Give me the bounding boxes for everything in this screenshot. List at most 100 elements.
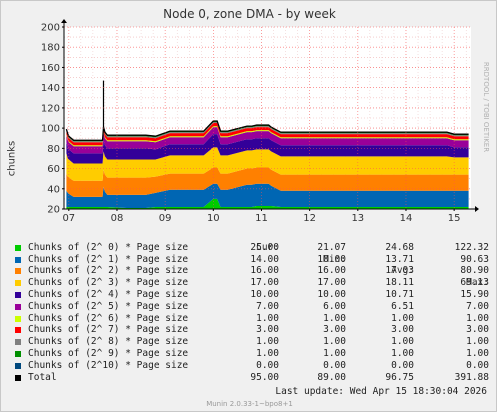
legend-max: 1.00 — [466, 312, 489, 324]
legend-min: 0.00 — [323, 359, 346, 371]
legend-header-avg: Avg: — [391, 265, 414, 277]
legend-avg: 18.11 — [385, 277, 414, 289]
area-chunks-of-2-4-page-size — [66, 134, 469, 164]
legend-cur: 1.00 — [256, 336, 279, 348]
legend-max: 80.90 — [460, 265, 489, 277]
x-tick-label: 07 — [62, 213, 75, 224]
legend-label: Chunks of (2^10) * Page size — [28, 359, 189, 371]
legend-min: 21.07 — [317, 241, 346, 253]
legend-avg: 6.51 — [391, 300, 414, 312]
legend-min: 1.00 — [323, 336, 346, 348]
legend-label: Total — [28, 371, 57, 383]
legend-max: 7.00 — [466, 300, 489, 312]
area-chunks-of-2-0-page-size — [66, 198, 469, 209]
munin-footer: Munin 2.0.33-1~bpo8+1 — [206, 400, 293, 408]
legend-cur: 0.00 — [256, 359, 279, 371]
legend-max: 3.00 — [466, 324, 489, 336]
x-tick-label: 11 — [255, 213, 268, 224]
legend-avg: 1.00 — [391, 347, 414, 359]
legend-cur: 14.00 — [250, 253, 279, 265]
legend-max: 1.00 — [466, 336, 489, 348]
legend-swatch — [15, 350, 21, 357]
legend-label: Chunks of (2^ 6) * Page size — [28, 312, 189, 324]
legend-swatch — [15, 339, 21, 346]
y-tick-label: 200 — [41, 23, 60, 34]
area-chunks-of-2-3-page-size — [66, 147, 469, 181]
legend-max: 15.90 — [460, 288, 489, 300]
legend-row: Chunks of (2^ 1) * Page size 14.00 10.00 13… — [11, 254, 491, 266]
legend-header-row: Cur: Min: Avg: Max: — [11, 230, 491, 288]
legend-swatch — [15, 268, 21, 275]
legend-min: 16.00 — [317, 265, 346, 277]
legend-cur: 95.00 — [250, 371, 279, 383]
area-chunks-of-2-2-page-size — [66, 167, 469, 197]
y-axis-arrow — [61, 19, 67, 23]
legend-max: 0.00 — [466, 359, 489, 371]
legend-row: Chunks of (2^ 8) * Page size 1.00 1.00 1.00… — [11, 336, 491, 348]
legend-label: Chunks of (2^ 7) * Page size — [28, 324, 189, 336]
legend-cur: 25.00 — [250, 241, 279, 253]
legend-row: Chunks of (2^ 9) * Page size 1.00 1.00 1.00… — [11, 348, 491, 360]
y-tick-label: 60 — [47, 164, 60, 175]
legend-swatch — [15, 303, 21, 310]
legend-min: 10.00 — [317, 288, 346, 300]
legend-avg: 3.00 — [391, 324, 414, 336]
legend-avg: 13.71 — [385, 253, 414, 265]
legend-row: Chunks of (2^ 4) * Page size 10.00 10.00 10… — [11, 289, 491, 301]
legend-cur: 10.00 — [250, 288, 279, 300]
legend-max: 1.00 — [466, 347, 489, 359]
legend-max: 122.32 — [454, 241, 489, 253]
legend-avg: 17.03 — [385, 265, 414, 277]
x-tick-label: 12 — [303, 213, 316, 224]
legend-row: Chunks of (2^ 6) * Page size 1.00 1.00 1.00… — [11, 313, 491, 325]
legend-min: 89.00 — [317, 371, 346, 383]
legend-cur: 7.00 — [256, 300, 279, 312]
legend-row: Chunks of (2^ 7) * Page size 3.00 3.00 3.00… — [11, 324, 491, 336]
legend-cur: 1.00 — [256, 347, 279, 359]
x-tick-label: 08 — [111, 213, 124, 224]
legend-header-max: Max: — [466, 277, 489, 289]
legend-cur: 16.00 — [250, 265, 279, 277]
legend-avg: 0.00 — [391, 359, 414, 371]
y-tick-label: 160 — [41, 63, 60, 74]
legend-label: Chunks of (2^ 3) * Page size — [28, 277, 189, 289]
legend-swatch — [15, 291, 21, 298]
legend-swatch — [15, 244, 21, 251]
legend-row: Chunks of (2^ 3) * Page size 17.00 17.00 18… — [11, 277, 491, 289]
legend-label: Chunks of (2^ 5) * Page size — [28, 300, 189, 312]
legend-cur: 3.00 — [256, 324, 279, 336]
legend-swatch — [15, 280, 21, 287]
legend-label: Chunks of (2^ 4) * Page size — [28, 288, 189, 300]
legend-header-min: Min: — [323, 253, 346, 265]
legend-min: 6.00 — [323, 300, 346, 312]
last-update: Last update: Wed Apr 15 18:30:04 2026 — [275, 386, 487, 397]
x-tick-label: 09 — [159, 213, 172, 224]
legend-max: 391.88 — [454, 371, 489, 383]
y-tick-label: 40 — [47, 184, 60, 195]
legend-cur: 17.00 — [250, 277, 279, 289]
y-tick-label: 120 — [41, 103, 60, 114]
legend-row: Chunks of (2^10) * Page size 0.00 0.00 0.00… — [11, 360, 491, 372]
y-tick-label: 140 — [41, 83, 60, 94]
legend-avg: 96.75 — [385, 371, 414, 383]
x-tick-label: 10 — [207, 213, 220, 224]
legend-avg: 24.68 — [385, 241, 414, 253]
legend-label: Chunks of (2^ 8) * Page size — [28, 336, 189, 348]
legend-row: Chunks of (2^ 0) * Page size 25.00 21.07 24… — [11, 242, 491, 254]
x-axis-arrow — [475, 206, 479, 212]
legend-row: Chunks of (2^ 2) * Page size 16.00 16.00 17… — [11, 265, 491, 277]
x-tick-label: 13 — [351, 213, 364, 224]
y-tick-label: 180 — [41, 43, 60, 54]
legend-max: 90.63 — [460, 253, 489, 265]
x-tick-label: 14 — [400, 213, 413, 224]
legend-min: 1.00 — [323, 347, 346, 359]
y-tick-label: 80 — [47, 144, 60, 155]
legend-label: Chunks of (2^ 1) * Page size — [28, 253, 189, 265]
legend-min: 3.00 — [323, 324, 346, 336]
y-tick-label: 20 — [47, 205, 60, 216]
area-chunks-of-2-5-page-size — [66, 127, 469, 154]
legend-swatch — [15, 315, 21, 322]
legend-label: Chunks of (2^ 2) * Page size — [28, 265, 189, 277]
legend-avg: 10.71 — [385, 288, 414, 300]
